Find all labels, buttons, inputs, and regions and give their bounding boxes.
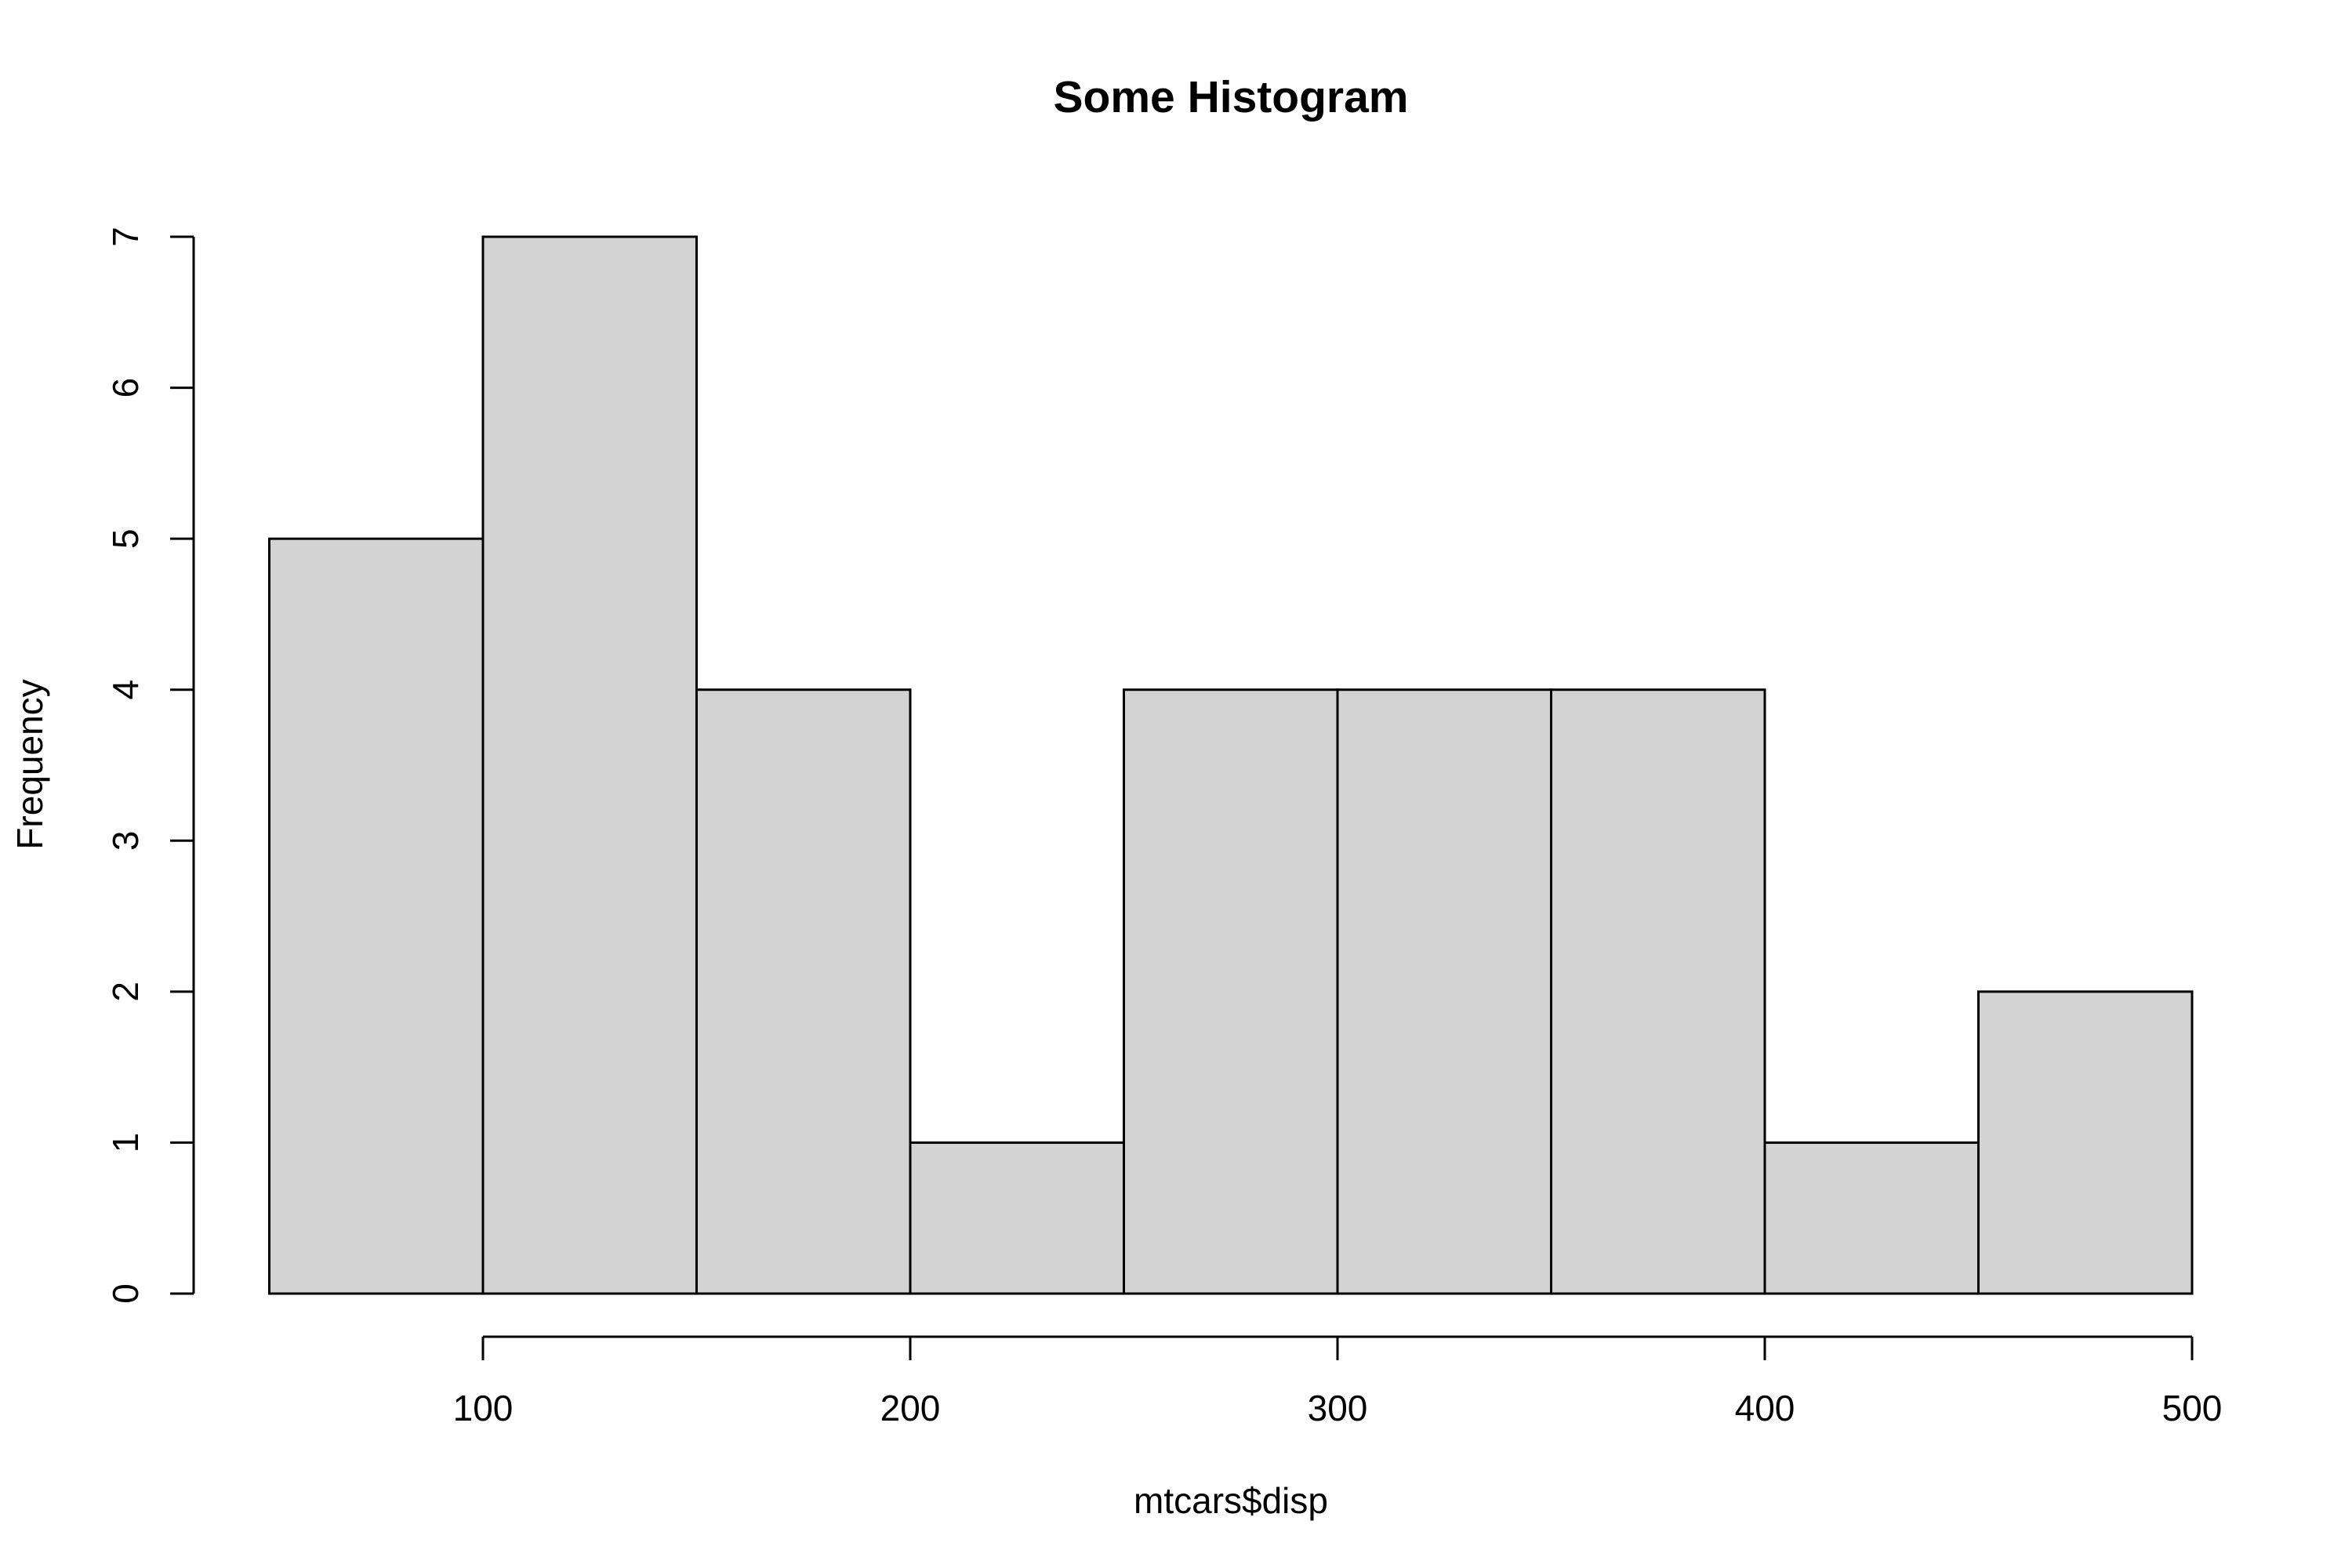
histogram-bar-450-500 [1977, 990, 2194, 1295]
histogram-bar-250-300 [1123, 688, 1339, 1295]
y-tick-label-4: 4 [105, 680, 146, 700]
y-axis: 0 1 2 3 4 5 6 7 [105, 227, 195, 1304]
chart-title: Some Histogram [1054, 72, 1409, 122]
histogram-bar-50-100 [268, 537, 485, 1295]
y-tick-label-2: 2 [105, 982, 146, 1002]
histogram-bar-300-350 [1336, 688, 1552, 1295]
x-tick-label-200: 200 [880, 1388, 941, 1428]
histogram-bar-350-400 [1550, 688, 1766, 1295]
y-axis-label: Frequency [9, 679, 50, 849]
y-tick-label-5: 5 [105, 528, 146, 549]
histogram-bar-200-250 [909, 1141, 1125, 1295]
histogram-bar-150-200 [695, 688, 912, 1295]
bars-layer [268, 235, 2194, 1295]
y-tick-label-7: 7 [105, 227, 146, 247]
x-tick-label-100: 100 [453, 1388, 514, 1428]
histogram-bar-100-150 [481, 235, 698, 1295]
histogram-bar-400-450 [1763, 1141, 1980, 1295]
x-axis: 100 200 300 400 500 [453, 1335, 2223, 1428]
x-tick-label-500: 500 [2162, 1388, 2223, 1428]
x-axis-label: mtcars$disp [1134, 1480, 1328, 1521]
y-tick-label-0: 0 [105, 1283, 146, 1304]
x-tick-label-300: 300 [1308, 1388, 1368, 1428]
y-tick-label-1: 1 [105, 1133, 146, 1153]
y-tick-label-6: 6 [105, 378, 146, 398]
x-tick-label-400: 400 [1735, 1388, 1795, 1428]
y-tick-label-3: 3 [105, 830, 146, 851]
